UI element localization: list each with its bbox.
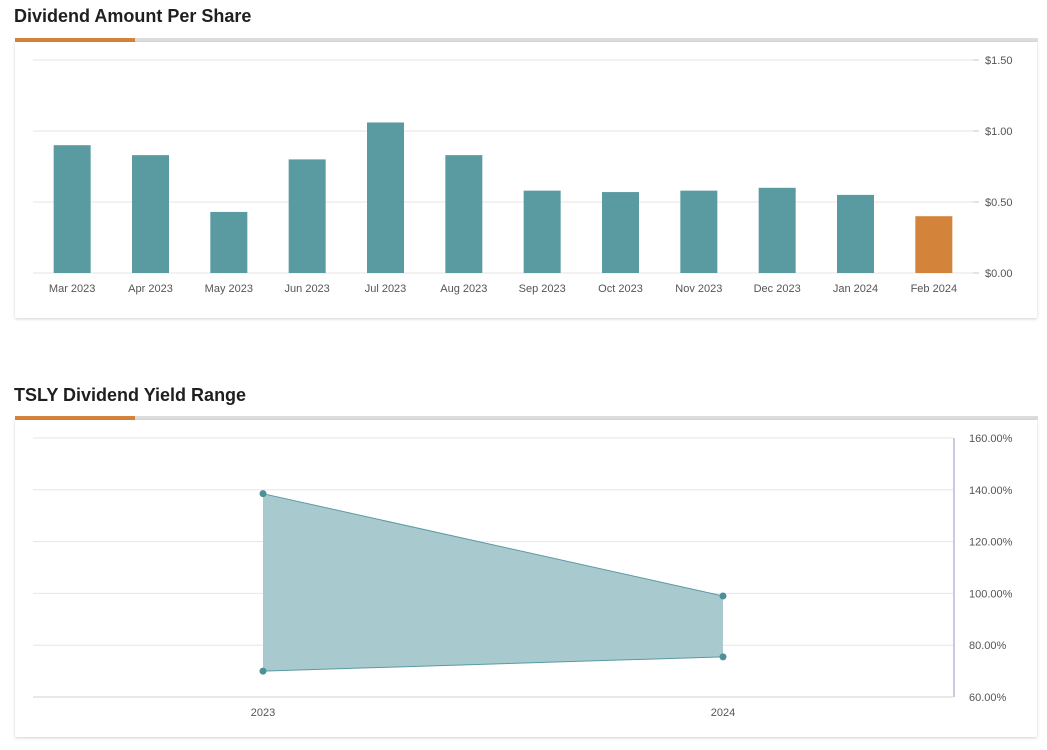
y-tick-label: 120.00% (969, 537, 1013, 549)
bar (367, 122, 404, 273)
bar (210, 211, 248, 273)
range-area (263, 493, 723, 672)
y-tick-label: 160.00% (969, 433, 1013, 445)
bar (680, 190, 718, 273)
x-tick-label: Jul 2023 (365, 283, 407, 295)
bar (915, 216, 953, 273)
bar (837, 194, 874, 273)
x-tick-label: Oct 2023 (598, 283, 643, 295)
low-point (719, 653, 727, 661)
y-tick-label: 80.00% (969, 640, 1007, 652)
bar (53, 145, 91, 273)
dividend-bar-chart: $0.00 $0.50 $1.00 $1.50 Mar 2023 Apr 2023 May … (33, 55, 1013, 295)
y-tick-label: $0.00 (985, 268, 1013, 280)
x-tick-label: Nov 2023 (675, 283, 722, 295)
dividend-title-rule (15, 38, 1038, 42)
dividend-title-accent (15, 38, 135, 42)
range-upper-line (262, 493, 724, 597)
y-tick-label: 140.00% (969, 485, 1013, 497)
x-tick-label: 2023 (251, 707, 275, 719)
x-tick-label: Aug 2023 (440, 283, 487, 295)
x-tick-label: Sep 2023 (519, 283, 566, 295)
range-lower-line (262, 656, 724, 672)
x-tick-label: Apr 2023 (128, 283, 173, 295)
bar (523, 190, 561, 273)
y-tick-label: $1.00 (985, 126, 1013, 138)
dividend-chart-panel: $0.00 $0.50 $1.00 $1.50 Mar 2023 Apr 2023 May … (15, 42, 1037, 318)
x-tick-label: Dec 2023 (754, 283, 801, 295)
high-point (719, 592, 727, 600)
bar (758, 187, 796, 273)
low-point (259, 667, 267, 675)
dividend-chart-title: Dividend Amount Per Share (14, 6, 252, 26)
y-tick-label: 60.00% (969, 692, 1007, 704)
yield-chart-panel: 60.00% 80.00% 100.00% 120.00% 140.00% 160.00%… (15, 420, 1037, 737)
x-tick-label: May 2023 (205, 283, 253, 295)
high-point (259, 490, 267, 498)
bar (602, 192, 639, 273)
y-tick-label: $1.50 (985, 55, 1013, 67)
y-tick-label: 100.00% (969, 588, 1013, 600)
bar (288, 159, 326, 273)
x-tick-label: Jun 2023 (285, 283, 330, 295)
bar (132, 155, 169, 273)
x-tick-label: Feb 2024 (911, 283, 957, 295)
yield-area-chart: 60.00% 80.00% 100.00% 120.00% 140.00% 160.00%… (33, 433, 1013, 719)
x-tick-label: Jan 2024 (833, 283, 878, 295)
x-tick-label: Mar 2023 (49, 283, 95, 295)
bar (445, 155, 483, 273)
x-tick-label: 2024 (711, 707, 735, 719)
yield-chart-title: TSLY Dividend Yield Range (14, 385, 247, 405)
yield-title-rule (15, 416, 1038, 420)
y-tick-label: $0.50 (985, 197, 1013, 209)
yield-title-accent (15, 416, 135, 420)
